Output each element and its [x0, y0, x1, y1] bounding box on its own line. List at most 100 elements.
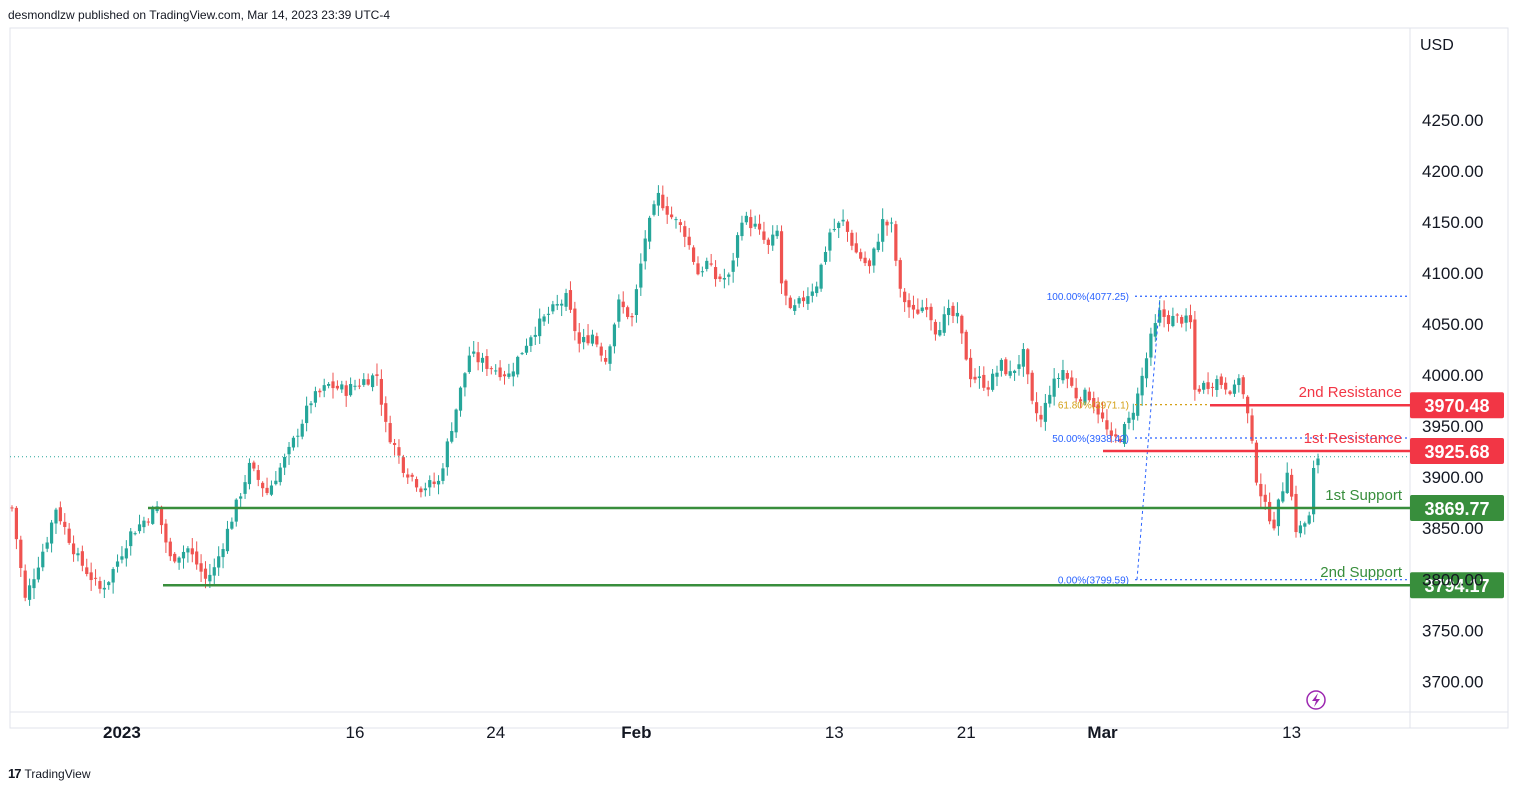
candle-body [450, 431, 454, 442]
candle-body [1048, 394, 1052, 404]
candle-body [722, 277, 726, 280]
candle-body [1272, 519, 1276, 529]
candle-body [1026, 349, 1030, 375]
candle-body [806, 296, 810, 304]
candle-body [863, 257, 867, 264]
candle-body [630, 315, 634, 318]
candle-body [32, 579, 36, 589]
candle-body [203, 568, 208, 579]
candle-body [995, 372, 999, 377]
level-price-tag [1410, 392, 1504, 419]
candle-body [766, 239, 770, 245]
candle-body [779, 231, 784, 284]
candle-body [458, 387, 463, 411]
candle-body [419, 488, 423, 493]
time-axis[interactable]: 2023 16 24 Feb 13 21 Mar 13 [103, 723, 1301, 742]
candle-body [256, 470, 260, 480]
price-axis[interactable]: USD 3700.00 3750.00 3800.00 3850.00 3900.00 39… [1420, 37, 1483, 691]
candle-body [1303, 523, 1307, 527]
candle-body [832, 229, 836, 231]
candle-body [115, 561, 120, 567]
candle-body [485, 356, 489, 369]
candle-body [590, 334, 595, 344]
candle-body [1175, 314, 1179, 316]
candle-body [76, 553, 80, 556]
candle-body [929, 306, 933, 321]
candle-body [753, 223, 757, 227]
x-tick-label: Mar [1087, 723, 1118, 742]
candle-body [577, 332, 581, 344]
candle-body [520, 353, 524, 355]
candle-body [735, 235, 740, 258]
candle-body [406, 474, 410, 478]
candle-body [436, 480, 441, 485]
x-tick-label: Feb [621, 723, 651, 742]
candle-body [335, 385, 340, 389]
candle-body [199, 563, 203, 572]
candle-body [137, 524, 142, 532]
candle-body [837, 222, 841, 228]
candle-body [502, 374, 507, 377]
candle-body [678, 222, 682, 226]
level-price-label: 3925.68 [1424, 442, 1489, 462]
candle-body [555, 304, 559, 306]
candle-body [1078, 399, 1083, 402]
candle-body [1228, 391, 1232, 394]
candle-body [1021, 349, 1025, 367]
y-tick-label: 3700.00 [1422, 672, 1483, 691]
candle-body [1298, 525, 1303, 534]
candle-body [986, 387, 990, 390]
lightning-icon [1312, 693, 1320, 707]
candle-body [1158, 310, 1162, 323]
candle-body [348, 384, 353, 396]
candle-body [177, 557, 181, 563]
y-tick-label: 4150.00 [1422, 213, 1483, 232]
tradingview-brand: TradingView [24, 766, 91, 781]
publisher-caption: desmondlzw published on TradingView.com,… [8, 8, 390, 22]
candle-body [793, 305, 797, 311]
candle-body [423, 488, 427, 491]
candle-body [467, 355, 471, 373]
candle-body [10, 507, 14, 509]
candle-body [181, 551, 186, 559]
candle-body [1202, 382, 1206, 390]
candle-body [621, 301, 625, 308]
candle-body [1074, 387, 1078, 399]
level-name: 1st Support [1325, 487, 1403, 504]
candle-body [551, 304, 555, 312]
candle-body [1144, 358, 1149, 379]
candle-body [1105, 420, 1109, 430]
candle-body [186, 548, 190, 553]
candle-body [718, 276, 722, 279]
candle-body [80, 551, 84, 566]
candle-body [1232, 384, 1237, 394]
candle-body [1153, 323, 1157, 337]
candle-body [120, 556, 124, 560]
candle-body [309, 403, 313, 406]
candle-body [1215, 379, 1219, 390]
candle-body [841, 219, 845, 222]
candle-body [911, 304, 916, 310]
candle-body [977, 376, 982, 379]
level-name: 2nd Support [1320, 564, 1403, 581]
level-name: 2nd Resistance [1299, 384, 1402, 401]
candle-body [1070, 377, 1074, 386]
candle-body [344, 385, 348, 396]
candle-body [507, 373, 511, 377]
candle-body [885, 221, 889, 226]
candle-body [1193, 319, 1197, 390]
candle-body [872, 248, 876, 266]
candle-body [819, 264, 823, 289]
candle-body [850, 232, 854, 246]
candle-body [1294, 493, 1298, 533]
candle-body [318, 390, 322, 393]
candle-body [1276, 499, 1281, 527]
candle-body [1184, 315, 1188, 323]
candle-body [111, 569, 115, 583]
candle-body [1136, 393, 1140, 416]
candle-body [982, 374, 986, 388]
candle-body [195, 551, 199, 565]
candle-body [881, 219, 885, 242]
candle-body [599, 346, 603, 356]
